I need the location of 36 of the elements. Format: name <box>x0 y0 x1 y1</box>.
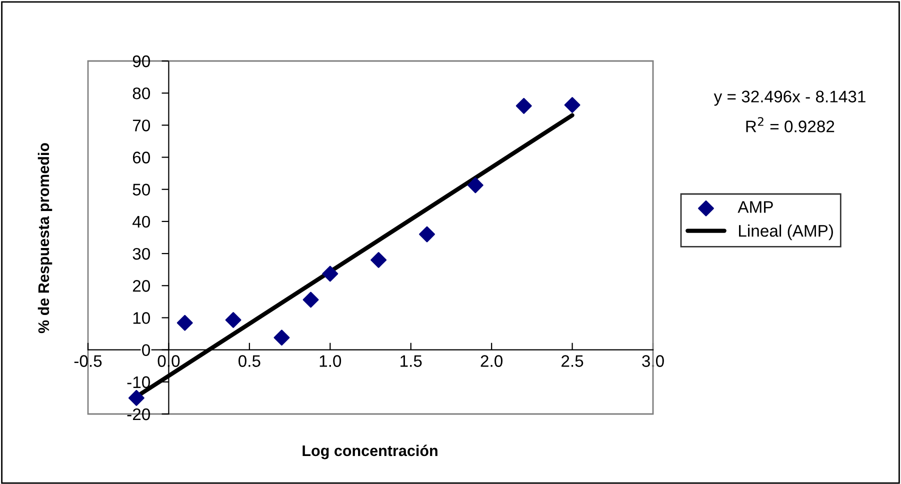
point <box>370 252 387 268</box>
x-tick-label: 3.0 <box>642 355 664 367</box>
y-tick-label: 40 <box>132 216 150 228</box>
y-tick-label: 10 <box>133 312 150 324</box>
y-tick-label: 50 <box>132 184 150 196</box>
legend-label: AMP <box>738 201 773 213</box>
point <box>302 292 319 308</box>
point <box>176 314 193 331</box>
point <box>564 96 580 113</box>
y-tick-label: 80 <box>132 87 150 100</box>
point <box>516 98 532 114</box>
x-tick-label: 1.5 <box>400 355 422 367</box>
x-tick-label: -0.5 <box>74 355 102 367</box>
text: y = 32.496x - 8.1431 <box>714 90 866 106</box>
y-axis-title: % de Respuesta promedio <box>38 143 52 334</box>
point <box>419 226 435 242</box>
x-axis-title: Log concentración <box>302 444 438 460</box>
point <box>274 330 290 346</box>
point <box>467 177 484 194</box>
x-tick-label: 0.5 <box>238 355 260 367</box>
y-tick-label: -20 <box>127 408 150 420</box>
point <box>322 266 338 282</box>
y-tick-label: 90 <box>132 55 150 68</box>
point <box>128 390 144 406</box>
y-tick-label: 0 <box>142 344 150 356</box>
x-tick-label: 1.0 <box>320 355 342 367</box>
y-tick-label: 70 <box>132 120 150 132</box>
x-tick-label: 2.5 <box>562 355 584 367</box>
legend-label: Lineal (AMP) <box>739 224 833 240</box>
text: R$^{2}$ = 0.9282 <box>746 117 834 132</box>
y-tick-label: 30 <box>132 248 150 260</box>
y-tick-label: 20 <box>132 280 150 292</box>
y-tick-label: -10 <box>127 376 150 388</box>
y-tick-label: 60 <box>132 152 150 164</box>
point <box>225 312 242 328</box>
x-tick-label: 2.0 <box>480 355 503 367</box>
